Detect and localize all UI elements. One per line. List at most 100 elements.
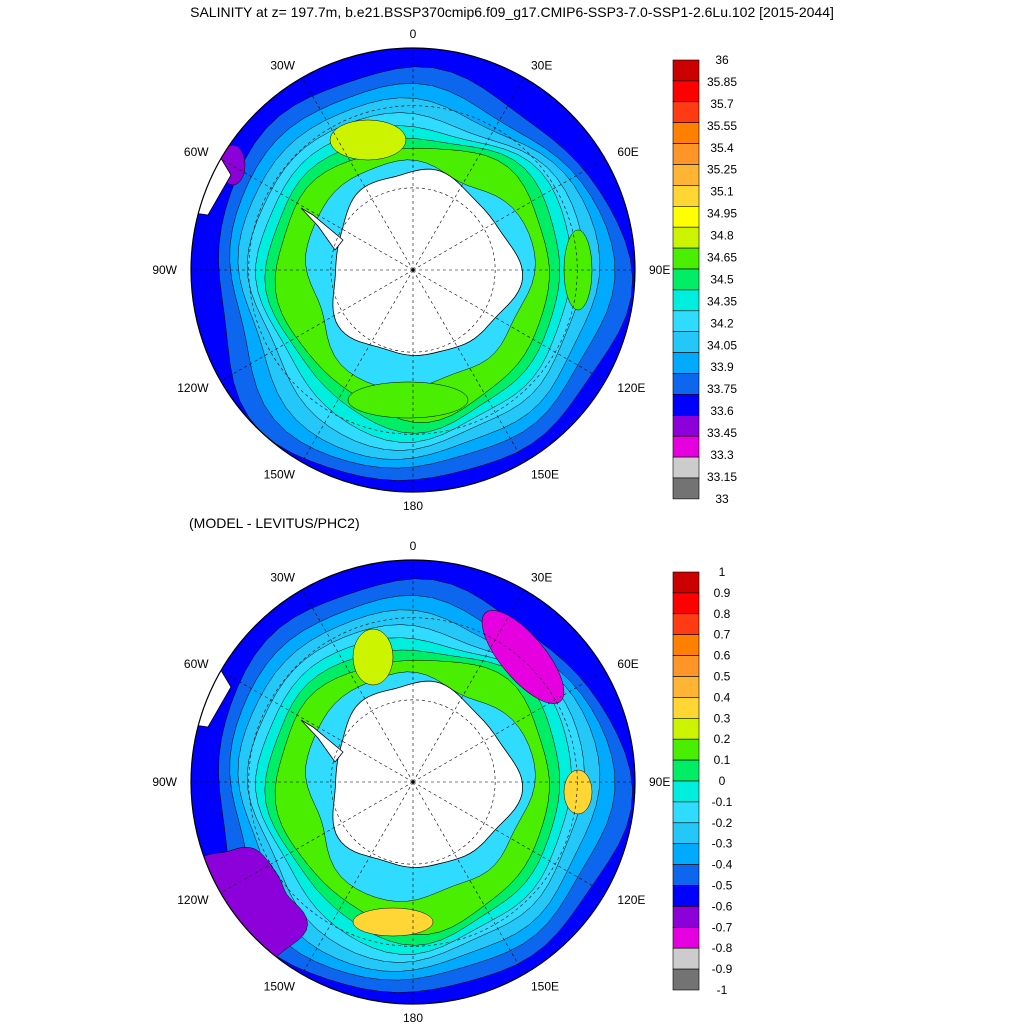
colorbar-swatch [672, 373, 700, 395]
colorbar-swatch [672, 143, 700, 165]
colorbar-swatch [672, 592, 700, 615]
high-value-patch [329, 119, 407, 161]
colorbar-swatch [672, 947, 700, 970]
colorbar-label: 34.35 [707, 294, 737, 308]
colorbar-label: 0 [719, 774, 726, 788]
colorbar-swatch [672, 247, 700, 270]
colorbar-label: 33.75 [707, 382, 737, 396]
colorbar-label: 35.4 [710, 141, 734, 155]
longitude-label: 150W [264, 467, 296, 481]
colorbar-label: -0.6 [712, 899, 733, 913]
colorbar-swatch [672, 864, 700, 886]
colorbar-swatch [672, 164, 700, 186]
colorbar-label: -1 [717, 983, 728, 997]
longitude-label: 0 [410, 27, 417, 41]
longitude-label: 150E [531, 467, 559, 481]
colorbar-label: 0.1 [714, 753, 731, 767]
longitude-label: 120E [617, 381, 645, 395]
colorbar-label: -0.7 [712, 920, 733, 934]
colorbar-label: 35.1 [710, 185, 734, 199]
map-field [191, 560, 635, 1004]
colorbar-label: 33.45 [707, 426, 737, 440]
colorbar-swatch [672, 906, 700, 928]
colorbar-swatch [672, 926, 700, 949]
longitude-label: 60W [184, 145, 209, 159]
colorbar-swatch [672, 801, 700, 824]
colorbar-label: -0.1 [712, 795, 733, 809]
colorbar-swatch [672, 843, 700, 865]
page-title: SALINITY at z= 197.7m, b.e21.BSSP370cmip… [190, 4, 834, 20]
colorbar-swatch [672, 885, 700, 907]
colorbar-label: 0.8 [714, 607, 731, 621]
longitude-label: 60E [617, 657, 638, 671]
colorbar-swatch [672, 289, 700, 312]
colorbar-label: -0.4 [712, 858, 733, 872]
colorbar-label: 34.95 [707, 207, 737, 221]
high-value-patch [563, 769, 593, 815]
longitude-label: 30E [531, 59, 552, 73]
colorbar-swatch [672, 759, 700, 782]
antarctic-peninsula [300, 719, 344, 763]
colorbar-label: 0.2 [714, 732, 731, 746]
colorbar-swatch [672, 613, 700, 636]
colorbar-swatch [672, 822, 700, 844]
panel-subtitle: (MODEL - LEVITUS/PHC2) [189, 515, 360, 531]
colorbar-label: 0.9 [714, 586, 731, 600]
colorbar-swatch [672, 310, 700, 332]
longitude-label: 150E [531, 979, 559, 993]
colorbar-swatch [672, 697, 700, 719]
colorbar: 1 0.9 0.8 0.7 0.6 0.5 0.4 0.3 0.2 0.1 0 -0.1 -0.2 -0.… [672, 565, 733, 997]
map-border [190, 47, 636, 493]
longitude-label: 0 [410, 539, 417, 553]
graticule [191, 560, 635, 1004]
antarctica-landmass [332, 680, 524, 868]
colorbar-label: 33.9 [710, 360, 734, 374]
colorbar-swatch [672, 122, 700, 144]
colorbar-swatch [672, 634, 700, 656]
colorbar-swatch [672, 206, 700, 228]
colorbar-swatch [672, 477, 700, 500]
longitude-label: 180 [403, 499, 423, 510]
colorbar-label: 35.85 [707, 75, 737, 89]
colorbar-label: -0.2 [712, 816, 733, 830]
longitude-label: 90E [649, 263, 670, 277]
colorbar-label: 33.15 [707, 470, 737, 484]
longitude-label: 120W [177, 893, 209, 907]
colorbar-swatch [672, 414, 700, 437]
colorbar-swatch [672, 226, 700, 249]
colorbar-swatch [672, 185, 700, 207]
salinity-map-panel: 0 30E 60E 90E 120E 150E 180 150W 120W 90W 60W 30W 36… [152, 27, 737, 510]
longitude-label: 120E [617, 893, 645, 907]
colorbar-label: 33.6 [710, 404, 734, 418]
longitude-label: 90E [649, 775, 670, 789]
colorbar-label: 0.3 [714, 711, 731, 725]
antarctica-landmass [332, 168, 524, 356]
colorbar-swatch [672, 968, 700, 991]
colorbar-swatch [672, 352, 700, 374]
colorbar-label: 36 [715, 53, 729, 67]
colorbar-swatch [672, 718, 700, 740]
colorbar-swatch [672, 655, 700, 677]
colorbar-label: -0.8 [712, 941, 733, 955]
longitude-label: 30W [270, 59, 295, 73]
colorbar-label: 0.6 [714, 649, 731, 663]
colorbar-label: 34.5 [710, 272, 734, 286]
colorbar: 36 35.85 35.7 35.55 35.4 35.25 35.1 34.95 34.8 34… [672, 53, 737, 506]
colorbar-label: 34.8 [710, 229, 734, 243]
longitude-label: 60E [617, 145, 638, 159]
colorbar-label: 33 [715, 492, 729, 506]
colorbar-swatch [672, 738, 700, 761]
high-value-patch [347, 381, 469, 419]
colorbar-label: 33.3 [710, 448, 734, 462]
colorbar-swatch [672, 268, 700, 291]
longitude-label: 30E [531, 571, 552, 585]
colorbar-label: 0.5 [714, 670, 731, 684]
salinity-difference-map-panel: 0 30E 60E 90E 120E 150E 180 150W 120W 90W 60W 30W 1 0… [152, 539, 733, 1024]
colorbar-label: -0.9 [712, 962, 733, 976]
colorbar-label: 34.65 [707, 251, 737, 265]
colorbar-swatch [672, 80, 700, 103]
longitude-label: 120W [177, 381, 209, 395]
antarctic-peninsula [300, 207, 344, 251]
colorbar-label: 0.7 [714, 628, 731, 642]
colorbar-swatch [672, 101, 700, 124]
